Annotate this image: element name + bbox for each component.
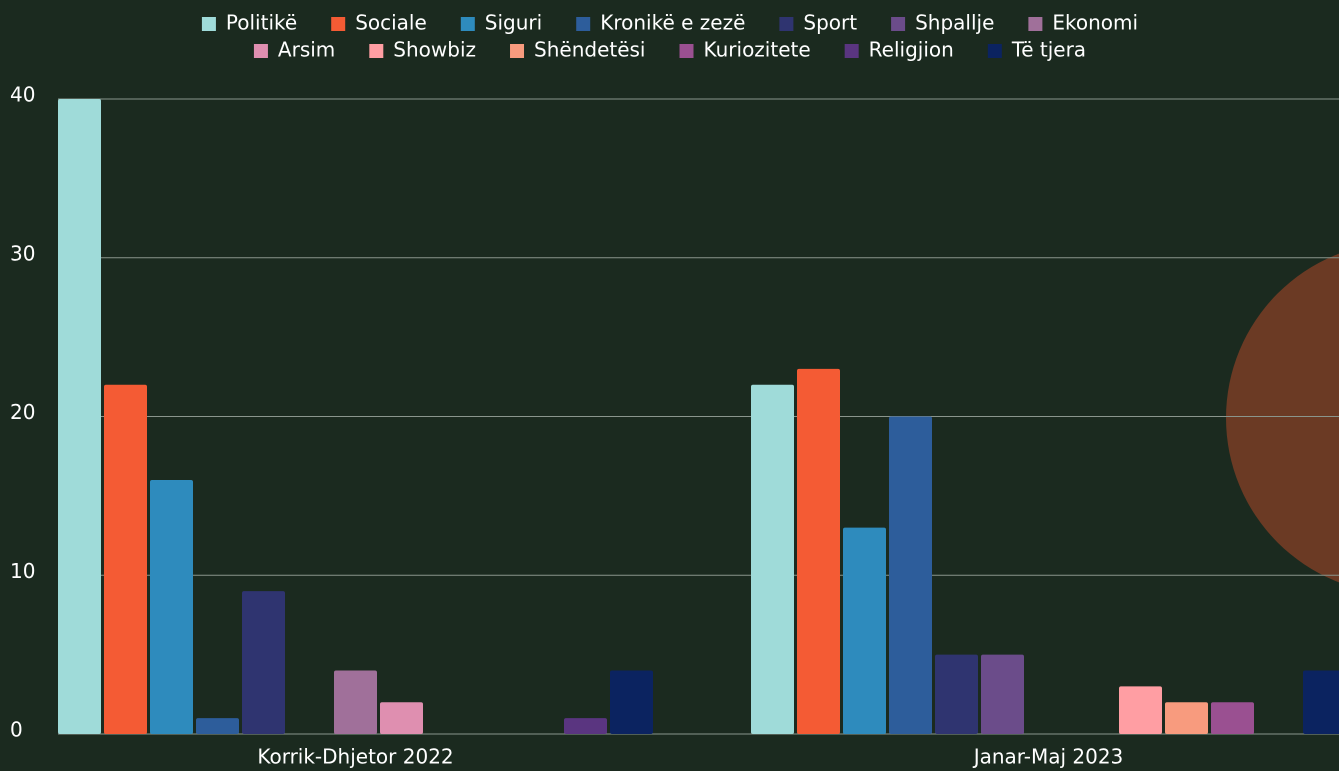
legend-swatch (201, 17, 216, 31)
decoration (1226, 253, 1339, 583)
legend-label: Kronikë e zezë (600, 11, 745, 35)
legend-swatch (891, 17, 906, 31)
bar (610, 670, 653, 734)
y-tick-label: 10 (10, 559, 35, 583)
legend-swatch (460, 17, 475, 31)
bar (1303, 670, 1339, 734)
bar (196, 718, 239, 734)
legend-swatch (987, 44, 1002, 58)
legend-label: Siguri (485, 11, 542, 35)
y-tick-label: 30 (10, 241, 35, 265)
legend-swatch (369, 44, 384, 58)
bar (889, 416, 932, 734)
bar (334, 670, 377, 734)
legend-swatch (510, 44, 525, 58)
legend-label: Shpallje (915, 11, 994, 35)
legend-label: Shëndetësi (534, 38, 645, 62)
legend-label: Të tjera (1011, 38, 1086, 62)
legend-label: Arsim (278, 38, 335, 62)
bar (380, 702, 423, 734)
bar (58, 99, 101, 734)
bar (935, 654, 978, 734)
y-tick-label: 40 (10, 83, 35, 107)
bar (150, 480, 193, 734)
legend-label: Kuriozitete (704, 38, 811, 62)
legend-label: Sport (803, 11, 857, 35)
bar (564, 718, 607, 734)
bar (751, 384, 794, 734)
legend-swatch (1028, 17, 1043, 31)
legend-swatch (331, 17, 346, 31)
bar (104, 384, 147, 734)
legend-swatch (844, 44, 859, 58)
x-tick-label: Janar-Maj 2023 (972, 745, 1124, 769)
legend-swatch (576, 17, 591, 31)
bar (981, 654, 1024, 734)
legend-label: Sociale (355, 11, 427, 35)
bar (242, 591, 285, 734)
x-tick-label: Korrik-Dhjetor 2022 (257, 745, 453, 769)
bar (1165, 702, 1208, 734)
bar (1119, 686, 1162, 734)
y-tick-label: 0 (10, 718, 23, 742)
bar (843, 527, 886, 734)
bar (1211, 702, 1254, 734)
legend-swatch (779, 17, 794, 31)
legend-swatch (253, 44, 268, 58)
legend-label: Religjion (869, 38, 954, 62)
legend-label: Ekonomi (1052, 11, 1138, 35)
y-tick-label: 20 (10, 400, 35, 424)
legend-swatch (679, 44, 694, 58)
legend-label: Showbiz (393, 38, 476, 62)
legend-label: Politikë (226, 11, 297, 35)
bar (797, 368, 840, 734)
